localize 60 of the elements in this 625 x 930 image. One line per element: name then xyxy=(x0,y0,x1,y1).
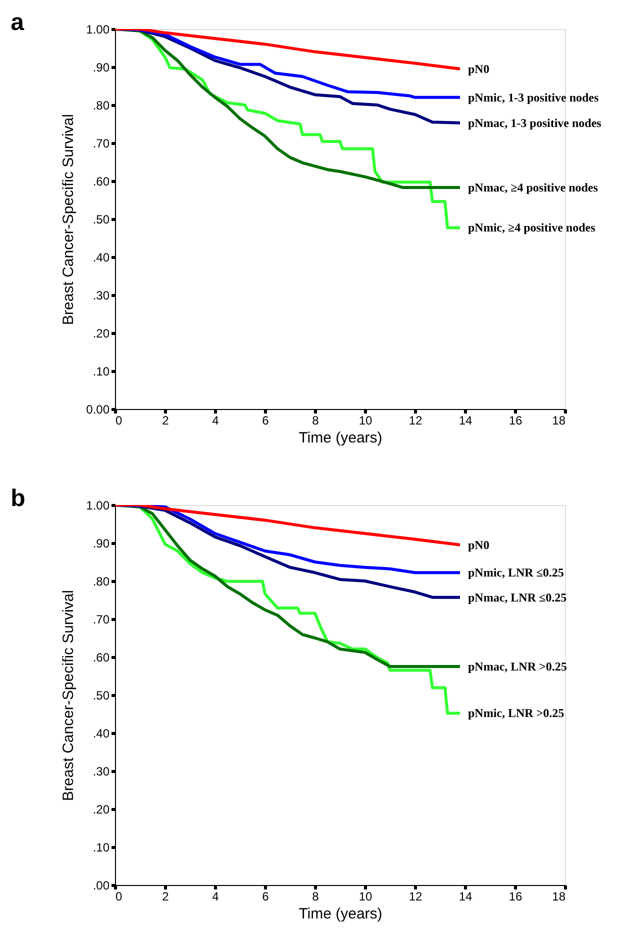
x-tick-label: 4 xyxy=(212,414,220,428)
x-tick-label: 8 xyxy=(312,414,320,428)
x-tick-label: 18 xyxy=(552,414,566,428)
y-tick-label: .80 xyxy=(92,98,110,112)
x-tick-label: 0 xyxy=(116,890,122,904)
y-tick-label: .30 xyxy=(92,764,110,778)
x-tick-label: 16 xyxy=(508,414,522,428)
y-tick-label: .60 xyxy=(92,650,110,664)
x-tick-label: 16 xyxy=(508,890,522,904)
y-axis-title: Breast Cancer-Specific Survival xyxy=(60,590,78,801)
y-tick-label: .00 xyxy=(92,878,110,892)
series-label: pNmic, 1-3 positive nodes xyxy=(468,90,599,104)
x-tick-label: 14 xyxy=(458,414,472,428)
x-tick-label: 12 xyxy=(408,890,422,904)
series-label: pNmac, 1-3 positive nodes xyxy=(468,116,602,130)
y-tick-label: .60 xyxy=(92,174,110,188)
x-tick-label: 0 xyxy=(116,414,122,428)
y-tick-label: .70 xyxy=(92,612,110,626)
x-tick-label: 10 xyxy=(358,890,372,904)
series-label: pNmac, ≥4 positive nodes xyxy=(468,180,598,194)
y-tick-label: .90 xyxy=(92,536,110,550)
x-tick-label: 2 xyxy=(162,890,170,904)
x-tick-label: 14 xyxy=(458,890,472,904)
x-tick-label: 12 xyxy=(408,414,422,428)
x-axis-title: Time (years) xyxy=(298,906,382,922)
series-label: pNmic, LNR ≤0.25 xyxy=(468,566,564,580)
y-axis-title: Breast Cancer-Specific Survival xyxy=(60,114,78,325)
chart-title: b xyxy=(10,485,26,512)
y-tick-label: .80 xyxy=(92,574,110,588)
series-label: pNmac, LNR ≤0.25 xyxy=(468,590,567,604)
series-label: pNmic, LNR >0.25 xyxy=(468,706,564,720)
x-tick-label: 8 xyxy=(312,890,320,904)
y-tick-label: .30 xyxy=(92,288,110,302)
series-label: pN0 xyxy=(468,538,490,552)
y-tick-label: 1.00 xyxy=(86,498,110,512)
line-series xyxy=(115,505,462,546)
line-series xyxy=(115,29,462,70)
x-axis-title: Time (years) xyxy=(298,430,382,446)
x-tick-label: 6 xyxy=(262,414,270,428)
y-tick-label: .10 xyxy=(92,364,110,378)
y-tick-label: .70 xyxy=(92,136,110,150)
series-label: pNmic, ≥4 positive nodes xyxy=(468,220,596,235)
y-tick-label: .90 xyxy=(92,60,110,74)
x-tick-label: 2 xyxy=(162,414,170,428)
y-tick-label: .40 xyxy=(92,726,110,740)
x-tick-label: 4 xyxy=(212,890,220,904)
x-tick-label: 18 xyxy=(552,890,566,904)
chart-title: a xyxy=(10,9,25,36)
x-tick-label: 6 xyxy=(262,890,270,904)
y-tick-label: 1.00 xyxy=(86,22,110,36)
y-tick-label: .20 xyxy=(92,802,110,816)
y-tick-label: .40 xyxy=(92,250,110,264)
y-tick-label: .50 xyxy=(92,212,110,226)
series-label: pNmac, LNR >0.25 xyxy=(468,660,567,674)
y-tick-label: 0.00 xyxy=(86,402,110,416)
y-tick-label: .50 xyxy=(92,688,110,702)
y-tick-label: .10 xyxy=(92,840,110,854)
series-label: pN0 xyxy=(468,62,490,76)
y-tick-label: .20 xyxy=(92,326,110,340)
x-tick-label: 10 xyxy=(358,414,372,428)
